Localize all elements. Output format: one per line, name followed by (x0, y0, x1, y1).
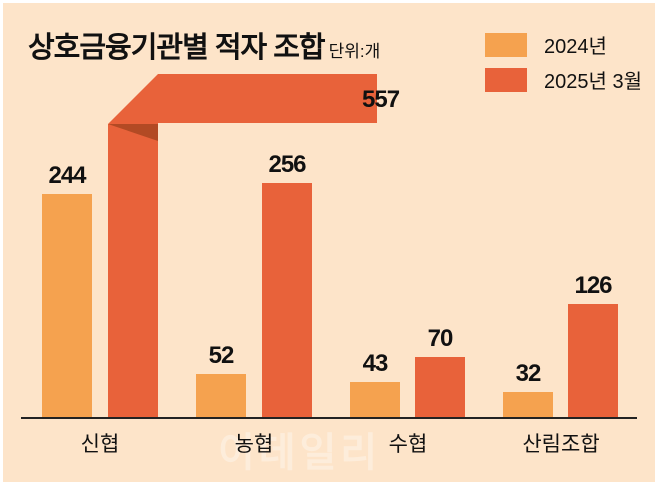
legend-swatch-2024 (485, 32, 527, 57)
bar-shinhyup-2024 (42, 194, 92, 417)
title-text: 상호금융기관별 적자 조합 (28, 32, 326, 64)
category-label-shinhyup: 신협 (80, 433, 120, 456)
category-label-sanlim: 산림조합 (522, 433, 600, 456)
x-axis-baseline (21, 417, 637, 419)
bar-suhyup-2025 (415, 357, 465, 417)
value-nonghyup-2025: 256 (268, 151, 306, 178)
bar-suhyup-2024 (350, 382, 400, 417)
bar-nonghyup-2025 (262, 183, 312, 417)
watermark: 이데일리 (218, 431, 382, 475)
value-sanlim-2024: 32 (515, 360, 542, 387)
legend-label-2024: 2024년 (544, 36, 607, 58)
value-sanlim-2025: 126 (574, 272, 612, 299)
legend-item-2025-03: 2025년 3월 (485, 65, 642, 94)
category-label-suhyup: 수협 (388, 433, 428, 456)
value-nonghyup-2024: 52 (208, 342, 235, 369)
value-suhyup-2025: 70 (427, 325, 454, 352)
value-shinhyup-2024: 244 (48, 162, 86, 189)
bar-nonghyup-2024 (196, 374, 246, 417)
bar-sanlim-2024 (503, 392, 553, 417)
legend-label-2025-03: 2025년 3월 (544, 71, 642, 93)
legend-swatch-2025-03 (485, 67, 527, 92)
legend-item-2024: 2024년 (485, 30, 607, 59)
value-suhyup-2024: 43 (362, 350, 389, 377)
unit-label: 단위:개 (328, 42, 381, 61)
bar-sanlim-2025 (568, 304, 618, 417)
value-shinhyup-2025: 557 (362, 86, 400, 113)
chart-title: 상호금융기관별 적자 조합 단위:개 (28, 24, 380, 66)
category-label-nonghyup: 농협 (234, 433, 274, 456)
